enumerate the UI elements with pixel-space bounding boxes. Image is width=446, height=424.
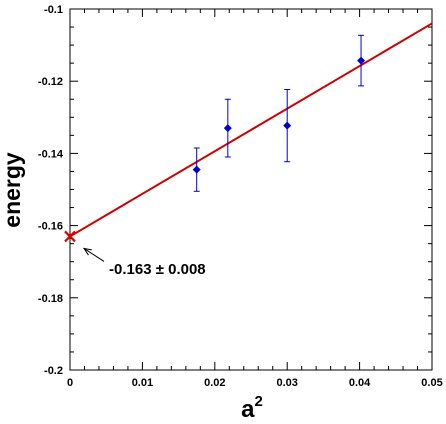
x-tick-label: 0.02: [204, 377, 225, 389]
axis-tick-labels: 0 0.01 0.02 0.03 0.04 0.05 -0.2 -0.18 -0.16 -0.14…: [38, 4, 443, 389]
y-tick-label: -0.1: [44, 4, 63, 16]
x-tick-label: 0.04: [349, 377, 371, 389]
x-axis-title-superscript: 2: [255, 393, 263, 410]
plot-frame: [69, 8, 433, 371]
data-points-group: [64, 34, 366, 243]
data-point: [192, 165, 201, 174]
data-point: [283, 121, 292, 130]
y-axis-title: energy: [0, 152, 25, 228]
y-tick-label: -0.2: [44, 365, 63, 377]
extrapolated-point-marker: [64, 230, 76, 243]
y-tick-label: -0.12: [38, 76, 63, 88]
y-tick-label: -0.16: [38, 221, 63, 233]
x-tick-label: 0.01: [132, 377, 153, 389]
y-tick-label: -0.14: [38, 148, 64, 160]
fit-line: [69, 22, 433, 238]
annotation-arrow: [83, 248, 105, 262]
x-tick-label: 0.05: [421, 377, 442, 389]
annotation-group: -0.163 ± 0.008: [82, 247, 206, 278]
y-tick-label: -0.18: [38, 293, 63, 305]
data-point: [223, 124, 232, 133]
x-axis-title: a2: [241, 393, 263, 423]
x-tick-label: 0: [67, 377, 73, 389]
annotation-label: -0.163 ± 0.008: [109, 261, 206, 278]
annotation-arrowhead: [82, 247, 92, 256]
x-tick-label: 0.03: [276, 377, 297, 389]
data-point: [357, 56, 366, 65]
fit-line-group: [69, 22, 433, 238]
axis-ticks: [69, 8, 433, 371]
